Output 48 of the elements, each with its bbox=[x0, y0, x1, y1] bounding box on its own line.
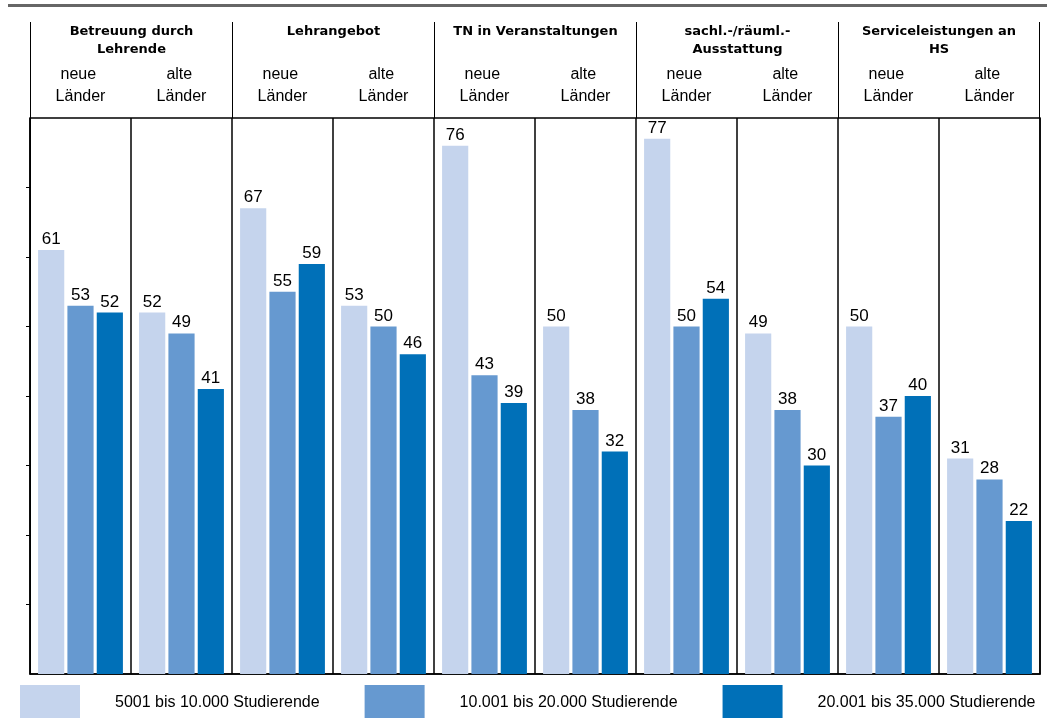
data-label: 32 bbox=[605, 430, 625, 450]
x-tick-label: alte Länder bbox=[358, 64, 410, 104]
data-label: 46 bbox=[403, 333, 423, 353]
data-label: 61 bbox=[41, 229, 61, 249]
data-label: 38 bbox=[778, 388, 797, 408]
data-label: 52 bbox=[100, 291, 120, 311]
legend-label: 10.001 bis 20.000 Studierende bbox=[459, 693, 678, 710]
data-label: 39 bbox=[504, 381, 524, 401]
data-label: 50 bbox=[677, 305, 696, 325]
data-label: 53 bbox=[344, 284, 364, 304]
data-label: 52 bbox=[142, 291, 162, 311]
legend-label: 20.001 bis 35.000 Studierende bbox=[817, 693, 1036, 710]
legend-label: 5001 bis 10.000 Studierende bbox=[115, 693, 320, 710]
data-label: 40 bbox=[908, 375, 928, 394]
data-label: 67 bbox=[243, 187, 263, 207]
x-tick-label: alte Länder bbox=[762, 64, 814, 104]
text: TN in Veranstaltungen bbox=[453, 23, 618, 38]
data-label: 54 bbox=[706, 277, 726, 297]
data-label: 30 bbox=[807, 444, 827, 464]
data-label: 50 bbox=[849, 305, 869, 325]
data-label: 49 bbox=[748, 312, 768, 332]
data-label: 55 bbox=[273, 270, 292, 290]
data-label: 53 bbox=[71, 284, 90, 304]
x-tick-label: neue Länder bbox=[863, 64, 915, 104]
data-label: 22 bbox=[1009, 500, 1029, 520]
x-tick-label: neue Länder bbox=[661, 64, 713, 104]
x-tick-label: alte Länder bbox=[156, 64, 208, 104]
x-tick-label: neue Länder bbox=[55, 64, 107, 104]
text: Lehrangebot bbox=[286, 23, 381, 38]
data-label: 28 bbox=[980, 458, 999, 478]
data-label: 59 bbox=[302, 242, 322, 262]
text: Serviceleistungen an HS bbox=[861, 23, 1017, 56]
x-tick-label: neue Länder bbox=[459, 64, 511, 104]
data-label: 77 bbox=[647, 117, 667, 137]
text: sachl.-/räuml.- Ausstattung bbox=[684, 23, 791, 56]
x-tick-label: neue Länder bbox=[257, 64, 309, 104]
data-label: 50 bbox=[546, 305, 566, 325]
x-tick-label: alte Länder bbox=[964, 64, 1016, 104]
data-label: 37 bbox=[879, 395, 898, 415]
data-label: 76 bbox=[445, 124, 465, 144]
data-label: 49 bbox=[172, 312, 191, 332]
data-label: 43 bbox=[475, 354, 494, 374]
data-label: 31 bbox=[950, 437, 970, 457]
data-label: 38 bbox=[576, 388, 595, 408]
data-label: 50 bbox=[374, 305, 393, 325]
text: Betreuung durch Lehrende bbox=[69, 23, 194, 56]
data-label: 41 bbox=[201, 368, 221, 388]
x-tick-label: alte Länder bbox=[560, 64, 612, 104]
